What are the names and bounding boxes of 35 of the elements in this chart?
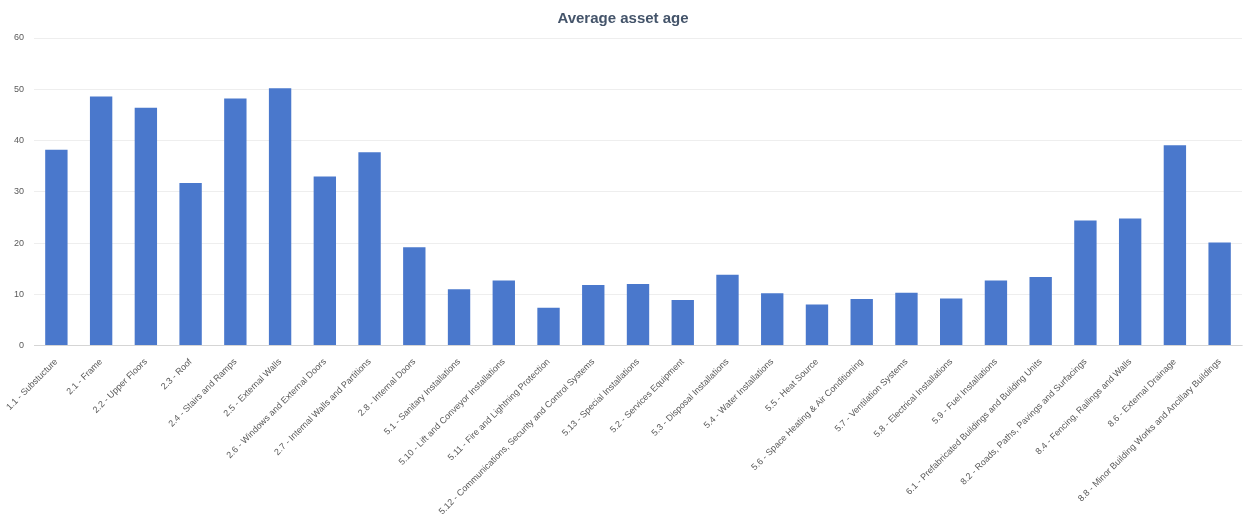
bar <box>1208 242 1231 346</box>
bar <box>1163 145 1187 346</box>
chart-title: Average asset age <box>557 9 689 27</box>
bar <box>1029 276 1052 346</box>
y-tick-label: 40 <box>14 135 25 146</box>
bar <box>805 304 829 346</box>
bar <box>761 293 784 346</box>
bar <box>984 280 1008 346</box>
bar <box>716 274 739 346</box>
bar <box>492 280 515 346</box>
bar <box>1118 218 1142 346</box>
bar <box>403 247 426 346</box>
bar <box>224 98 247 346</box>
bar <box>134 107 158 346</box>
bar <box>626 284 650 346</box>
y-tick-label: 20 <box>14 237 25 248</box>
y-tick-label: 30 <box>14 186 25 197</box>
y-tick-label: 10 <box>14 288 25 299</box>
y-tick-label: 50 <box>14 83 25 94</box>
bar <box>537 307 560 346</box>
bar <box>179 183 202 346</box>
bar <box>1074 220 1097 346</box>
bar <box>582 285 605 346</box>
bar <box>850 298 873 346</box>
bar <box>671 299 694 346</box>
bar <box>358 152 381 346</box>
bar <box>447 289 471 346</box>
bar <box>268 88 292 346</box>
y-tick-label: 0 <box>19 340 25 351</box>
bar <box>940 298 963 346</box>
bar <box>313 176 337 346</box>
y-tick-label: 60 <box>14 32 25 43</box>
bar <box>895 292 918 346</box>
bar <box>45 149 68 346</box>
bar <box>89 96 113 346</box>
